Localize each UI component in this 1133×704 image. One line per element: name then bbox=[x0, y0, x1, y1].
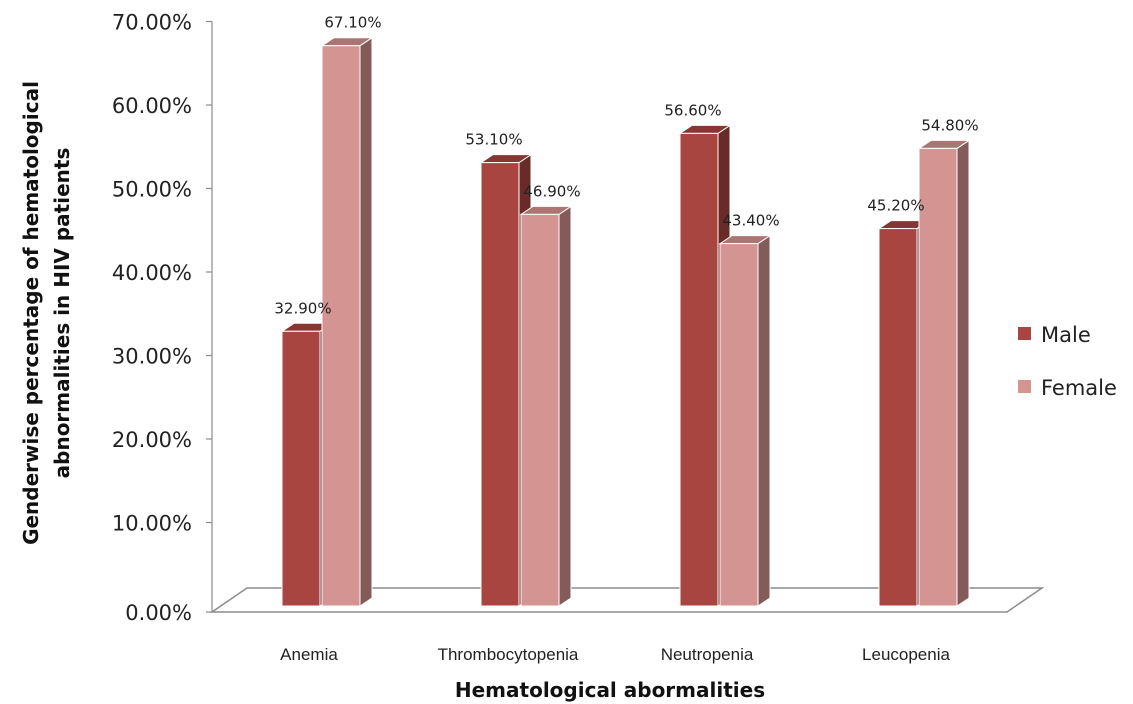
bar-female-thrombocytopenia bbox=[519, 205, 573, 607]
bar-side-face bbox=[359, 36, 373, 607]
bar-front-face bbox=[679, 132, 719, 607]
legend-label-female: Female bbox=[1041, 376, 1117, 400]
bar-female-neutropenia bbox=[718, 234, 772, 607]
y-tick-label: 20.00% bbox=[112, 428, 192, 452]
bar-side-face bbox=[956, 139, 970, 607]
bar-front-face bbox=[480, 162, 520, 607]
x-axis-title: Hematological abormalities bbox=[455, 678, 765, 702]
data-label-male-anemia: 32.90% bbox=[274, 299, 331, 317]
data-label-female-anemia: 67.10% bbox=[324, 14, 381, 32]
bars-group bbox=[280, 36, 971, 607]
y-tick-label: 0.00% bbox=[125, 601, 192, 625]
bar-side-face bbox=[757, 234, 771, 607]
category-label-neutropenia: Neutropenia bbox=[661, 645, 754, 664]
bar-female-anemia bbox=[320, 36, 374, 607]
bar-front-face bbox=[878, 228, 918, 607]
data-labels: 32.90% 67.10% 53.10% 46.90% 56.60% 43.40% 45.2… bbox=[274, 14, 978, 318]
y-axis-title-line-2: abnormalities in HIV patients bbox=[50, 148, 74, 479]
floor-plane bbox=[209, 587, 1045, 613]
bar-front-face bbox=[918, 147, 958, 607]
data-label-female-thrombocytopenia: 46.90% bbox=[523, 182, 580, 200]
category-label-leucopenia: Leucopenia bbox=[862, 645, 950, 664]
bar-front-face bbox=[719, 243, 759, 607]
bar-female-leucopenia bbox=[917, 139, 971, 607]
category-labels: Anemia Thrombocytopenia Neutropenia Leucope… bbox=[280, 645, 950, 664]
bar-front-face bbox=[281, 330, 321, 607]
data-label-male-leucopenia: 45.20% bbox=[867, 197, 924, 215]
chart-floor bbox=[209, 587, 1045, 613]
bar-side-face bbox=[558, 205, 572, 607]
bar-front-face bbox=[520, 213, 560, 607]
y-tick-label: 70.00% bbox=[112, 11, 192, 35]
y-tick-label: 40.00% bbox=[112, 261, 192, 285]
y-tick-label: 50.00% bbox=[112, 178, 192, 202]
bar-front-face bbox=[321, 45, 361, 607]
legend: Male Female bbox=[1018, 323, 1117, 400]
y-tick-label: 30.00% bbox=[112, 345, 192, 369]
y-axis-title-line-1: Genderwise percentage of hematological bbox=[19, 81, 43, 545]
legend-swatch-female bbox=[1018, 380, 1031, 393]
y-axis: 0.00% 10.00% 20.00% 30.00% 40.00% 50.00% 60.00… bbox=[112, 11, 213, 625]
category-label-thrombocytopenia: Thrombocytopenia bbox=[438, 645, 579, 664]
data-label-female-neutropenia: 43.40% bbox=[722, 212, 779, 230]
data-label-male-thrombocytopenia: 53.10% bbox=[465, 131, 522, 149]
data-label-male-neutropenia: 56.60% bbox=[664, 101, 721, 119]
legend-swatch-male bbox=[1018, 327, 1031, 340]
category-label-anemia: Anemia bbox=[280, 645, 338, 664]
data-label-female-leucopenia: 54.80% bbox=[921, 116, 978, 134]
y-tick-label: 60.00% bbox=[112, 94, 192, 118]
y-axis-title: Genderwise percentage of hematological a… bbox=[19, 81, 74, 545]
legend-label-male: Male bbox=[1041, 323, 1091, 347]
y-tick-label: 10.00% bbox=[112, 512, 192, 536]
